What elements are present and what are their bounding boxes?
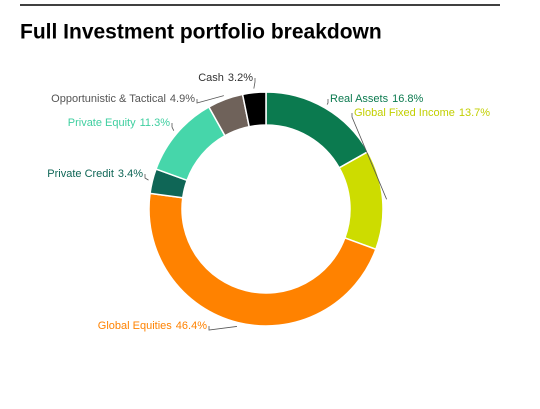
value-label: 4.9% [170, 93, 195, 105]
donut-slice [148, 192, 377, 327]
category-name: Private Equity [68, 117, 136, 129]
value-label: 3.2% [228, 72, 253, 84]
slice-label: Private Credit 3.4% [47, 168, 143, 180]
value-label: 3.4% [118, 168, 143, 180]
slice-label: Global Equities 46.4% [98, 320, 207, 332]
value-label: 16.8% [392, 93, 423, 105]
slice-label: Real Assets 16.8% [330, 93, 424, 105]
category-name: Real Assets [330, 93, 389, 105]
donut-slice [241, 91, 267, 128]
category-name: Cash [198, 72, 224, 84]
category-name: Private Credit [47, 168, 114, 180]
leader-line [196, 95, 224, 104]
category-name: Global Equities [98, 320, 172, 332]
leader-line [326, 99, 329, 105]
donut-slice [338, 150, 384, 251]
value-label: 11.3% [140, 117, 171, 129]
slice-label: Global Fixed Income 13.7% [354, 107, 490, 119]
leader-line [144, 174, 149, 181]
value-label: 46.4% [176, 320, 207, 332]
leader-line [253, 78, 256, 89]
slice-label: Opportunistic & Tactical 4.9% [51, 93, 195, 105]
slice-label: Cash 3.2% [198, 72, 253, 84]
value-label: 13.7% [459, 107, 490, 119]
category-name: Opportunistic & Tactical [51, 93, 166, 105]
slice-label: Private Equity 11.3% [68, 117, 170, 129]
chart-title: Full Investment portfolio breakdown [20, 21, 382, 44]
category-name: Global Fixed Income [354, 107, 455, 119]
leader-line [208, 326, 237, 331]
leader-line [351, 113, 387, 200]
leader-line [171, 123, 175, 131]
